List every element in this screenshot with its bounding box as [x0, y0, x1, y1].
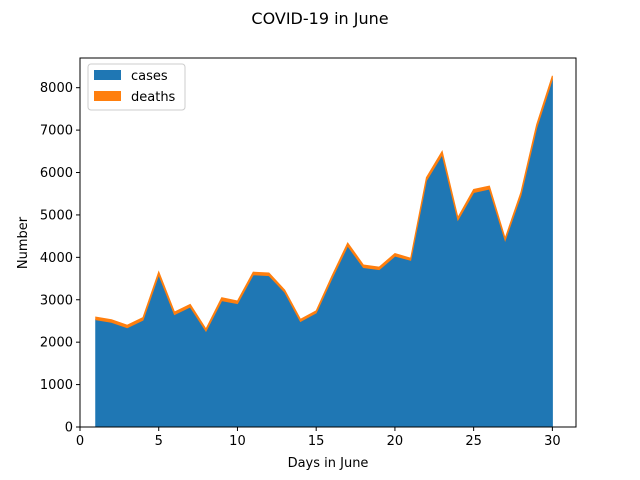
- x-tick-label: 0: [76, 434, 84, 449]
- legend: cases deaths: [87, 63, 186, 111]
- x-tick-label: 5: [155, 434, 163, 449]
- y-tick-label: 2000: [40, 336, 73, 351]
- legend-label-cases: cases: [131, 69, 168, 84]
- chart-title: COVID-19 in June: [251, 9, 388, 28]
- y-tick-label: 5000: [40, 208, 73, 223]
- y-tick-label: 3000: [40, 293, 73, 308]
- legend-swatch-deaths: [94, 91, 121, 101]
- x-tick-label: 15: [308, 434, 325, 449]
- legend-swatch-cases: [94, 70, 121, 80]
- plot-frame: [79, 57, 577, 428]
- legend-label-deaths: deaths: [131, 90, 176, 105]
- y-tick-label: 0: [65, 421, 73, 436]
- x-tick-label: 10: [229, 434, 246, 449]
- x-axis-label: Days in June: [288, 456, 369, 471]
- y-tick-label: 7000: [40, 124, 73, 139]
- area-series-deaths: [95, 75, 553, 333]
- y-tick-label: 8000: [40, 81, 73, 96]
- x-axis: 0 5 10 15 20 25 30: [76, 427, 561, 449]
- y-tick-label: 1000: [40, 378, 73, 393]
- plot-area: [79, 57, 577, 428]
- y-axis-label: Number: [16, 216, 31, 269]
- x-tick-label: 20: [387, 434, 404, 449]
- y-tick-label: 4000: [40, 251, 73, 266]
- y-tick-label: 6000: [40, 166, 73, 181]
- x-tick-label: 30: [544, 434, 561, 449]
- area-series-cases: [95, 79, 553, 428]
- y-axis: 0 1000 2000 3000 4000 5000 6000 7000 8000: [40, 81, 80, 436]
- x-tick-label: 25: [465, 434, 482, 449]
